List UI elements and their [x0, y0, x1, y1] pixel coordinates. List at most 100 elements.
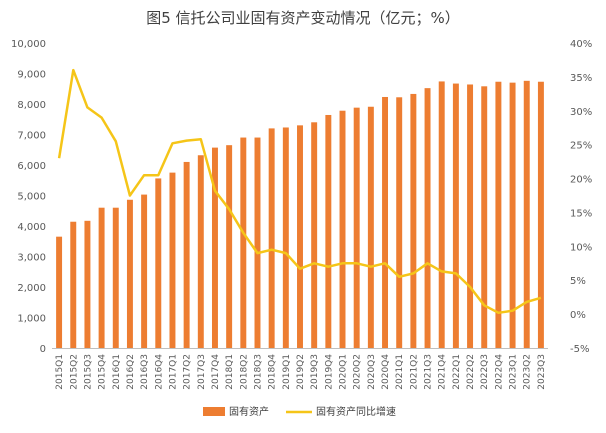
chart-title: 图5 信托公司业固有资产变动情况（亿元；%）	[146, 9, 460, 27]
bar	[126, 199, 133, 348]
bar	[367, 106, 374, 349]
y-right-tick-label: 5%	[570, 276, 586, 287]
y-left-tick-label: 8,000	[17, 100, 46, 111]
bar	[297, 125, 303, 348]
x-tick-label: 2019Q3	[310, 354, 320, 390]
x-tick-label: 2019Q2	[296, 354, 306, 390]
y-left-tick-label: 7,000	[17, 131, 46, 142]
line-series	[57, 68, 542, 315]
x-tick-label: 2018Q2	[239, 354, 249, 390]
x-tick-label: 2017Q4	[211, 354, 221, 390]
x-tick-label: 2017Q3	[197, 354, 207, 390]
bar	[410, 93, 417, 348]
bar	[509, 82, 516, 349]
y-right-tick-label: 20%	[570, 175, 592, 186]
legend-label-line: 固有资产同比增速	[316, 405, 396, 418]
bar	[382, 96, 389, 348]
x-tick-label: 2021Q3	[424, 354, 434, 390]
legend-label-bar: 固有资产	[229, 405, 269, 418]
y-right-tick-label: 10%	[570, 242, 592, 253]
y-right-tick-label: 15%	[570, 208, 592, 219]
y-left-tick-label: 10,000	[11, 39, 46, 50]
x-tick-label: 2019Q4	[324, 354, 334, 390]
x-tick-label: 2017Q2	[183, 354, 193, 390]
bar	[70, 221, 77, 348]
bar	[268, 128, 275, 348]
x-tick-label: 2022Q2	[466, 354, 476, 390]
x-tick-label: 2021Q1	[395, 354, 405, 390]
x-tick-label: 2016Q1	[112, 354, 122, 390]
y-left-tick-label: 0	[40, 344, 46, 355]
x-tick-label: 2015Q4	[98, 354, 108, 390]
x-tick-label: 2022Q3	[480, 354, 490, 390]
x-tick-label: 2023Q2	[523, 354, 533, 390]
bar	[481, 86, 488, 348]
bar	[452, 83, 459, 348]
y-left-axis: 0 1,000 2,000 3,000 4,000 5,000 6,000 7,000 8,00…	[11, 39, 46, 355]
bar	[424, 88, 431, 348]
x-tick-label: 2020Q4	[381, 354, 391, 390]
bar	[495, 81, 502, 349]
growth-line	[57, 68, 542, 315]
y-left-tick-label: 4,000	[17, 222, 46, 233]
bar	[183, 161, 190, 348]
x-tick-label: 2016Q3	[140, 354, 150, 390]
x-tick-label: 2022Q1	[452, 354, 462, 390]
bar	[254, 137, 261, 348]
x-tick-label: 2020Q3	[367, 354, 377, 390]
x-tick-label: 2021Q2	[409, 354, 419, 390]
bar	[56, 236, 63, 348]
bar	[467, 84, 474, 348]
bar	[141, 194, 148, 348]
bar-series	[56, 80, 544, 349]
legend-swatch-bar	[203, 407, 225, 416]
bar	[240, 137, 247, 348]
bar	[169, 172, 176, 348]
bar	[197, 155, 204, 348]
bar	[155, 178, 162, 348]
x-axis: 2015Q1 2015Q2 2015Q3 2015Q4 2016Q1 2016Q2 2016…	[52, 348, 548, 390]
y-right-tick-label: -5%	[570, 344, 589, 355]
bar	[311, 122, 318, 348]
x-tick-label: 2017Q1	[168, 354, 178, 390]
y-right-axis: -5% 0% 5% 10% 15% 20% 25% 30% 35% 40%	[570, 39, 592, 355]
x-tick-label: 2022Q4	[494, 354, 504, 390]
y-left-tick-label: 5,000	[17, 192, 46, 203]
x-tick-label: 2020Q2	[353, 354, 363, 390]
x-tick-label: 2020Q1	[339, 354, 349, 390]
x-tick-label: 2016Q2	[126, 354, 136, 390]
y-left-tick-label: 1,000	[17, 314, 46, 325]
bar	[537, 81, 544, 349]
bar	[325, 114, 332, 348]
bar	[226, 145, 233, 348]
y-right-tick-label: 25%	[570, 141, 592, 152]
x-tick-label: 2018Q1	[225, 354, 235, 390]
bar	[98, 207, 105, 348]
y-right-tick-label: 30%	[570, 107, 592, 118]
x-tick-label: 2015Q2	[69, 354, 79, 390]
bar	[523, 80, 530, 348]
bar	[396, 97, 403, 348]
x-tick-label: 2016Q4	[154, 354, 164, 390]
bar	[282, 127, 289, 348]
legend: 固有资产 固有资产同比增速	[203, 405, 396, 418]
x-tick-label: 2023Q3	[537, 354, 547, 390]
x-tick-label: 2015Q3	[83, 354, 93, 390]
y-right-tick-label: 0%	[570, 310, 586, 321]
bar	[438, 81, 445, 349]
x-tick-label: 2023Q1	[509, 354, 519, 390]
x-tick-label: 2015Q1	[55, 354, 65, 390]
y-left-tick-label: 3,000	[17, 253, 46, 264]
x-tick-label: 2019Q1	[282, 354, 292, 390]
y-left-tick-label: 6,000	[17, 161, 46, 172]
y-left-tick-label: 9,000	[17, 70, 46, 81]
bar	[112, 207, 119, 348]
bar	[84, 220, 91, 348]
bar	[353, 107, 360, 348]
bar	[339, 110, 346, 349]
y-right-tick-label: 40%	[570, 39, 592, 50]
x-tick-label: 2018Q4	[268, 354, 278, 390]
bar	[211, 147, 218, 348]
y-left-tick-label: 2,000	[17, 283, 46, 294]
